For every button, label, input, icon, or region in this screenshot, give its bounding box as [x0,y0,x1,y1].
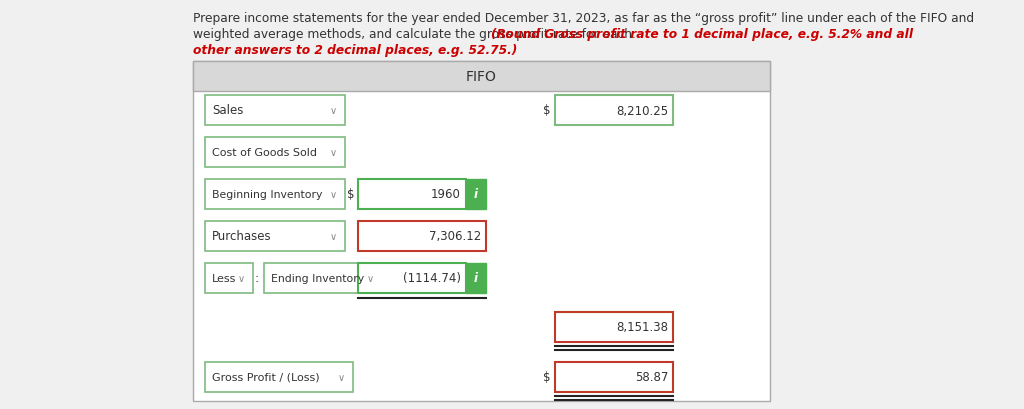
Bar [205,362,353,392]
Text: 1960: 1960 [431,188,461,201]
Text: Gross Profit / (Loss): Gross Profit / (Loss) [212,372,319,382]
Text: ∨: ∨ [330,148,337,157]
Text: 58.87: 58.87 [635,371,668,384]
Text: $: $ [543,371,550,384]
Text: $: $ [346,188,354,201]
Text: ∨: ∨ [338,372,345,382]
Bar [555,312,673,342]
Text: other answers to 2 decimal places, e.g. 52.75.): other answers to 2 decimal places, e.g. … [193,44,517,57]
Text: Sales: Sales [212,104,244,117]
Text: Beginning Inventory: Beginning Inventory [212,189,323,200]
Text: Purchases: Purchases [212,230,271,243]
Text: Less: Less [212,273,237,283]
Bar [466,180,486,209]
Text: ∨: ∨ [238,273,245,283]
Text: Ending Inventory: Ending Inventory [271,273,365,283]
Bar [193,62,770,92]
Text: ∨: ∨ [330,106,337,116]
Text: 8,210.25: 8,210.25 [615,104,668,117]
Text: i: i [474,188,478,201]
Bar [205,138,345,168]
Text: (1114.74): (1114.74) [403,272,461,285]
Bar [205,263,253,293]
Text: Prepare income statements for the year ended December 31, 2023, as far as the “g: Prepare income statements for the year e… [193,12,974,25]
Text: FIFO: FIFO [466,70,497,84]
Bar [205,180,345,209]
Text: weighted average methods, and calculate the gross profit rate for each.: weighted average methods, and calculate … [193,28,640,41]
Bar [358,263,466,293]
Text: Cost of Goods Sold: Cost of Goods Sold [212,148,317,157]
Text: ∨: ∨ [367,273,374,283]
Bar [193,62,770,401]
Bar [205,96,345,126]
Text: ∨: ∨ [330,231,337,241]
Bar [205,221,345,252]
Bar [358,180,466,209]
Text: :: : [255,272,259,285]
Text: i: i [474,272,478,285]
Bar [358,221,486,252]
Text: 7,306.12: 7,306.12 [429,230,481,243]
Bar [555,96,673,126]
Text: 8,151.38: 8,151.38 [616,321,668,334]
Bar [264,263,382,293]
Bar [555,362,673,392]
Bar [466,263,486,293]
Text: (Round Gross profit rate to 1 decimal place, e.g. 5.2% and all: (Round Gross profit rate to 1 decimal pl… [490,28,913,41]
Text: ∨: ∨ [330,189,337,200]
Text: $: $ [543,104,550,117]
